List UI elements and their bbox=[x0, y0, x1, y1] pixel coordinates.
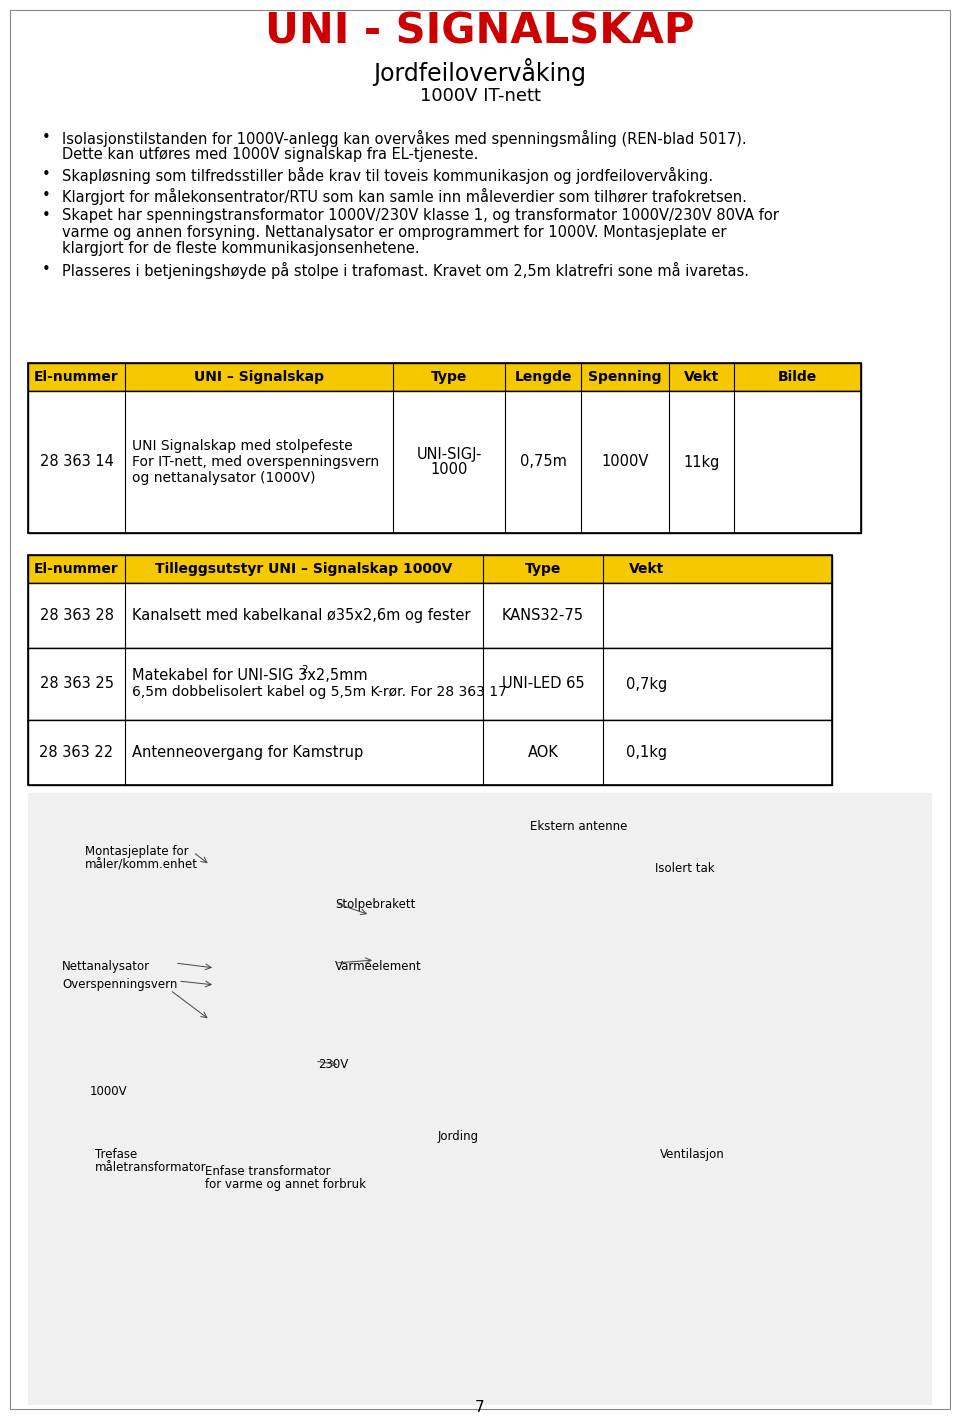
Text: 230V: 230V bbox=[318, 1059, 348, 1071]
Text: Klargjort for målekonsentrator/RTU som kan samle inn måleverdier som tilhører tr: Klargjort for målekonsentrator/RTU som k… bbox=[62, 187, 747, 204]
Text: 28 363 14: 28 363 14 bbox=[39, 454, 113, 470]
Text: Vekt: Vekt bbox=[684, 370, 719, 385]
Text: Lengde: Lengde bbox=[515, 370, 572, 385]
Text: UNI – Signalskap: UNI – Signalskap bbox=[194, 370, 324, 385]
Text: 28 363 25: 28 363 25 bbox=[39, 677, 113, 691]
Text: Enfase transformator: Enfase transformator bbox=[205, 1165, 330, 1178]
Text: Jordfeilovervåking: Jordfeilovervåking bbox=[373, 58, 587, 87]
Text: måler/komm.enhet: måler/komm.enhet bbox=[85, 858, 198, 871]
Bar bbox=[28, 363, 861, 392]
Text: klargjort for de fleste kommunikasjonsenhetene.: klargjort for de fleste kommunikasjonsen… bbox=[62, 241, 420, 255]
Text: For IT-nett, med overspenningsvern: For IT-nett, med overspenningsvern bbox=[132, 455, 379, 470]
Text: UNI Signalskap med stolpefeste: UNI Signalskap med stolpefeste bbox=[132, 438, 352, 453]
Text: 7: 7 bbox=[475, 1401, 485, 1415]
Text: Type: Type bbox=[525, 562, 562, 576]
Text: Dette kan utføres med 1000V signalskap fra EL-tjeneste.: Dette kan utføres med 1000V signalskap f… bbox=[62, 146, 478, 162]
Text: Overspenningsvern: Overspenningsvern bbox=[62, 978, 178, 990]
Text: Trefase: Trefase bbox=[95, 1148, 137, 1161]
Text: Plasseres i betjeningshøyde på stolpe i trafomast. Kravet om 2,5m klatrefri sone: Plasseres i betjeningshøyde på stolpe i … bbox=[62, 261, 749, 278]
Text: 1000V: 1000V bbox=[90, 1086, 128, 1098]
Text: UNI - SIGNALSKAP: UNI - SIGNALSKAP bbox=[265, 10, 695, 53]
Bar bbox=[28, 392, 861, 534]
Text: varme og annen forsyning. Nettanalysator er omprogrammert for 1000V. Montasjepla: varme og annen forsyning. Nettanalysator… bbox=[62, 224, 727, 240]
Text: Varmeelement: Varmeelement bbox=[335, 961, 421, 973]
Text: 1000: 1000 bbox=[430, 463, 468, 478]
Text: •: • bbox=[42, 209, 51, 223]
Text: •: • bbox=[42, 261, 51, 277]
Bar bbox=[28, 793, 932, 1405]
Text: El-nummer: El-nummer bbox=[35, 562, 119, 576]
Text: 28 363 28: 28 363 28 bbox=[39, 607, 113, 623]
Text: 0,75m: 0,75m bbox=[519, 454, 566, 470]
Text: Kanalsett med kabelkanal ø35x2,6m og fester: Kanalsett med kabelkanal ø35x2,6m og fes… bbox=[132, 607, 470, 623]
Text: UNI-LED 65: UNI-LED 65 bbox=[502, 677, 585, 691]
Text: Vekt: Vekt bbox=[630, 562, 664, 576]
Text: Jording: Jording bbox=[438, 1130, 479, 1142]
Text: Skapløsning som tilfredsstiller både krav til toveis kommunikasjon og jordfeilov: Skapløsning som tilfredsstiller både kra… bbox=[62, 167, 713, 184]
Text: •: • bbox=[42, 167, 51, 182]
Text: 1000V: 1000V bbox=[601, 454, 649, 470]
Text: Isolert tak: Isolert tak bbox=[655, 861, 714, 876]
Text: Tilleggsutstyr UNI – Signalskap 1000V: Tilleggsutstyr UNI – Signalskap 1000V bbox=[156, 562, 453, 576]
Text: og nettanalysator (1000V): og nettanalysator (1000V) bbox=[132, 471, 316, 485]
Text: 0,7kg: 0,7kg bbox=[626, 677, 667, 691]
Bar bbox=[28, 555, 832, 583]
Text: Antenneovergang for Kamstrup: Antenneovergang for Kamstrup bbox=[132, 745, 363, 761]
Bar bbox=[28, 555, 832, 785]
Text: 1000V IT-nett: 1000V IT-nett bbox=[420, 87, 540, 105]
Text: Skapet har spenningstransformator 1000V/230V klasse 1, og transformator 1000V/23: Skapet har spenningstransformator 1000V/… bbox=[62, 209, 779, 223]
Bar bbox=[28, 719, 832, 785]
Text: Spenning: Spenning bbox=[588, 370, 661, 385]
Text: Bilde: Bilde bbox=[778, 370, 817, 385]
Bar bbox=[28, 583, 832, 648]
Text: Type: Type bbox=[431, 370, 468, 385]
Text: 6,5m dobbelisolert kabel og 5,5m K-rør. For 28 363 17: 6,5m dobbelisolert kabel og 5,5m K-rør. … bbox=[132, 685, 507, 700]
Text: Ekstern antenne: Ekstern antenne bbox=[530, 820, 628, 833]
Text: 2: 2 bbox=[301, 666, 308, 675]
Text: Matekabel for UNI-SIG 3x2,5mm: Matekabel for UNI-SIG 3x2,5mm bbox=[132, 667, 368, 683]
Text: måletransformator: måletransformator bbox=[95, 1161, 206, 1174]
Text: Isolasjonstilstanden for 1000V-anlegg kan overvåkes med spenningsmåling (REN-bla: Isolasjonstilstanden for 1000V-anlegg ka… bbox=[62, 131, 747, 148]
Text: Nettanalysator: Nettanalysator bbox=[62, 961, 150, 973]
Text: KANS32-75: KANS32-75 bbox=[502, 607, 584, 623]
Bar bbox=[28, 363, 861, 534]
Text: Stolpebrakett: Stolpebrakett bbox=[335, 898, 416, 911]
Text: AOK: AOK bbox=[528, 745, 559, 761]
Text: for varme og annet forbruk: for varme og annet forbruk bbox=[205, 1178, 366, 1191]
Text: 11kg: 11kg bbox=[684, 454, 720, 470]
Text: 0,1kg: 0,1kg bbox=[627, 745, 667, 761]
Text: El-nummer: El-nummer bbox=[35, 370, 119, 385]
Bar bbox=[28, 648, 832, 719]
Text: •: • bbox=[42, 131, 51, 145]
Text: •: • bbox=[42, 187, 51, 203]
Text: 28 363 22: 28 363 22 bbox=[39, 745, 113, 761]
Text: Ventilasjon: Ventilasjon bbox=[660, 1148, 725, 1161]
Text: Montasjeplate for: Montasjeplate for bbox=[85, 844, 188, 858]
Text: UNI-SIGJ-: UNI-SIGJ- bbox=[417, 447, 482, 461]
